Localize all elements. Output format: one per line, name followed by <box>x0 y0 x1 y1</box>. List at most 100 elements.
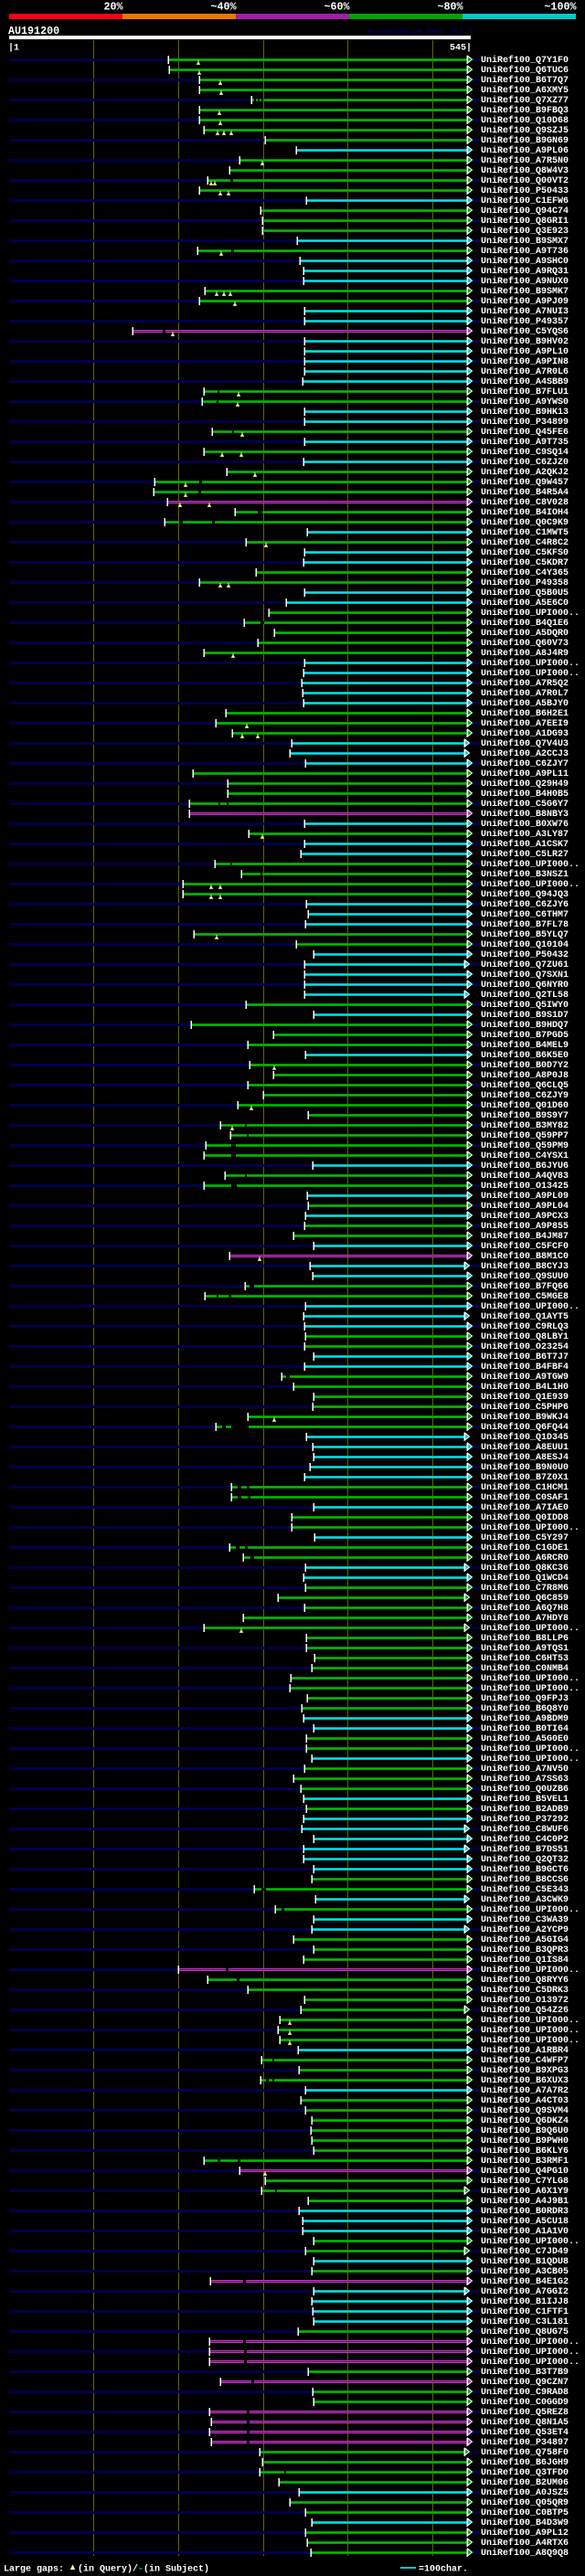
svg-text:UniRef100_A9PCX3: UniRef100_A9PCX3 <box>481 1211 569 1222</box>
svg-text:UniRef100_A7GGI2: UniRef100_A7GGI2 <box>481 2286 569 2297</box>
svg-text:UniRef100_UPI000..: UniRef100_UPI000.. <box>481 1522 580 1533</box>
svg-text:UniRef100_C3WA39: UniRef100_C3WA39 <box>481 1914 569 1925</box>
svg-text:UniRef100_Q7Y1F0: UniRef100_Q7Y1F0 <box>481 55 569 66</box>
svg-text:UniRef100_C4WFP7: UniRef100_C4WFP7 <box>481 2055 569 2066</box>
svg-text:UniRef100_C0NMB4: UniRef100_C0NMB4 <box>481 1663 569 1674</box>
svg-text:UniRef100_C9RLQ3: UniRef100_C9RLQ3 <box>481 1321 569 1332</box>
svg-text:-: - <box>138 2565 144 2575</box>
svg-text:UniRef100_B4L1H0: UniRef100_B4L1H0 <box>481 1382 569 1393</box>
svg-text:UniRef100_C1FTF1: UniRef100_C1FTF1 <box>481 2306 569 2317</box>
svg-text:UniRef100_C6ZJY9: UniRef100_C6ZJY9 <box>481 1090 569 1101</box>
svg-text:UniRef100_B0TI64: UniRef100_B0TI64 <box>481 1723 569 1734</box>
svg-text:UniRef100_B4E1G2: UniRef100_B4E1G2 <box>481 2276 569 2287</box>
svg-text:UniRef100_Q6TUC6: UniRef100_Q6TUC6 <box>481 65 569 76</box>
svg-text:UniRef100_Q6CLQ5: UniRef100_Q6CLQ5 <box>481 1080 569 1091</box>
svg-text:UniRef100_Q8KC36: UniRef100_Q8KC36 <box>481 1563 569 1574</box>
svg-text:UniRef100_C1MWT5: UniRef100_C1MWT5 <box>481 527 569 538</box>
svg-text:UniRef100_B5VEL1: UniRef100_B5VEL1 <box>481 1794 569 1805</box>
svg-text:UniRef100_Q1WCD4: UniRef100_Q1WCD4 <box>481 1573 569 1584</box>
svg-text:UniRef100_A8J4R9: UniRef100_A8J4R9 <box>481 648 569 659</box>
svg-text:UniRef100_A6RCR0: UniRef100_A6RCR0 <box>481 1553 569 1564</box>
svg-text:UniRef100_UPI000..: UniRef100_UPI000.. <box>481 2357 580 2368</box>
svg-text:UniRef100_Q54Z26: UniRef100_Q54Z26 <box>481 2005 569 2016</box>
svg-text:UniRef100_Q4PG10: UniRef100_Q4PG10 <box>481 2166 569 2177</box>
svg-text:UniRef100_Q1E939: UniRef100_Q1E939 <box>481 1392 569 1403</box>
svg-text:UniRef100_B6Q8Y0: UniRef100_B6Q8Y0 <box>481 1703 569 1714</box>
svg-text:UniRef100_A9PL12: UniRef100_A9PL12 <box>481 2528 569 2539</box>
svg-text:UniRef100_A9PL11: UniRef100_A9PL11 <box>481 769 569 779</box>
svg-text:UniRef100_O23254: UniRef100_O23254 <box>481 1341 569 1352</box>
svg-text:UniRef100_A9PJ09: UniRef100_A9PJ09 <box>481 296 569 307</box>
svg-text:UniRef100_UPI000..: UniRef100_UPI000.. <box>481 1683 580 1694</box>
svg-text:UniRef100_A7EEI9: UniRef100_A7EEI9 <box>481 718 569 729</box>
svg-text:UniRef100_P49358: UniRef100_P49358 <box>481 578 569 588</box>
svg-text:UniRef100_C5LR27: UniRef100_C5LR27 <box>481 849 569 860</box>
svg-text:Large gaps:: Large gaps: <box>4 2565 64 2575</box>
svg-text:UniRef100_A8EUU1: UniRef100_A8EUU1 <box>481 1442 569 1453</box>
svg-text:UniRef100_A7SS63: UniRef100_A7SS63 <box>481 1774 569 1785</box>
svg-text:UniRef100_Q9W457: UniRef100_Q9W457 <box>481 477 569 488</box>
svg-text:UniRef100_A1A1V0: UniRef100_A1A1V0 <box>481 2226 569 2237</box>
svg-text:UniRef100_B9HDQ7: UniRef100_B9HDQ7 <box>481 1020 569 1031</box>
svg-text:UniRef100_C5KDR7: UniRef100_C5KDR7 <box>481 557 569 568</box>
svg-text:UniRef100_Q8W4V3: UniRef100_Q8W4V3 <box>481 165 569 176</box>
svg-text:UniRef100_C3L181: UniRef100_C3L181 <box>481 2316 569 2327</box>
svg-text:UniRef100_A1DG93: UniRef100_A1DG93 <box>481 728 569 739</box>
svg-text:~80%: ~80% <box>437 1 463 14</box>
svg-text:UniRef100_C4C0P2: UniRef100_C4C0P2 <box>481 1834 569 1845</box>
svg-text:UniRef100_A7HDY8: UniRef100_A7HDY8 <box>481 1613 569 1624</box>
svg-text:UniRef100_A9P855: UniRef100_A9P855 <box>481 1221 569 1232</box>
svg-text:AU191200: AU191200 <box>8 25 59 37</box>
svg-text:UniRef100_C8V028: UniRef100_C8V028 <box>481 497 569 508</box>
svg-text:UniRef100_Q9SVM4: UniRef100_Q9SVM4 <box>481 2105 569 2116</box>
svg-text:UniRef100_B9HV02: UniRef100_B9HV02 <box>481 336 569 347</box>
svg-text:UniRef100_B6KLY6: UniRef100_B6KLY6 <box>481 2146 569 2157</box>
svg-text:UniRef100_Q45FE6: UniRef100_Q45FE6 <box>481 427 569 438</box>
svg-text:UniRef100_C0SAF1: UniRef100_C0SAF1 <box>481 1492 569 1503</box>
svg-text:UniRef100_A4SBB9: UniRef100_A4SBB9 <box>481 376 569 387</box>
svg-text:UniRef100_C9RAD8: UniRef100_C9RAD8 <box>481 2387 569 2398</box>
svg-text:UniRef100_C1GDE1: UniRef100_C1GDE1 <box>481 1542 569 1553</box>
svg-text:UniRef100_P34897: UniRef100_P34897 <box>481 2437 569 2448</box>
svg-text:UniRef100_B3MY82: UniRef100_B3MY82 <box>481 1120 569 1131</box>
svg-text:UniRef100_B6K5E0: UniRef100_B6K5E0 <box>481 1050 569 1061</box>
svg-text:UniRef100_C5Y297: UniRef100_C5Y297 <box>481 1532 569 1543</box>
svg-text:UniRef100_B8CCS6: UniRef100_B8CCS6 <box>481 1874 569 1885</box>
svg-text:UniRef100_UPI000..: UniRef100_UPI000.. <box>481 2015 580 2026</box>
svg-text:UniRef100_C5E343: UniRef100_C5E343 <box>481 1884 569 1895</box>
svg-text:UniRef100_C7JD49: UniRef100_C7JD49 <box>481 2246 569 2257</box>
svg-text:UniRef100_A5E6C0: UniRef100_A5E6C0 <box>481 598 569 609</box>
svg-text:UniRef100_Q10104: UniRef100_Q10104 <box>481 939 569 950</box>
svg-text:UniRef100_B9S9Y7: UniRef100_B9S9Y7 <box>481 1110 569 1121</box>
svg-text:UniRef100_B6JGH9: UniRef100_B6JGH9 <box>481 2457 569 2468</box>
svg-text:UniRef100_UPI000..: UniRef100_UPI000.. <box>481 658 580 669</box>
svg-text:UniRef100_C5PHP6: UniRef100_C5PHP6 <box>481 1402 569 1413</box>
svg-text:UniRef100_B8M1C0: UniRef100_B8M1C0 <box>481 1251 569 1262</box>
svg-text:UniRef100_Q9CZN7: UniRef100_Q9CZN7 <box>481 2377 569 2388</box>
svg-text:UniRef100_A9YWS0: UniRef100_A9YWS0 <box>481 397 569 408</box>
svg-text:UniRef100_Q6C859: UniRef100_Q6C859 <box>481 1593 569 1604</box>
svg-text:(in Subject): (in Subject) <box>144 2564 209 2575</box>
svg-text:UniRef100_B4D3W9: UniRef100_B4D3W9 <box>481 2518 569 2528</box>
svg-text:UniRef100_C5DRK3: UniRef100_C5DRK3 <box>481 1985 569 1996</box>
svg-text:UniRef100_A0JSZ5: UniRef100_A0JSZ5 <box>481 2487 569 2498</box>
svg-text:UniRef100_B8NBY3: UniRef100_B8NBY3 <box>481 809 569 820</box>
svg-text:UniRef100_A3CWK9: UniRef100_A3CWK9 <box>481 1894 569 1905</box>
svg-text:UniRef100_Q1D345: UniRef100_Q1D345 <box>481 1432 569 1443</box>
svg-text:UniRef100_Q00VT2: UniRef100_Q00VT2 <box>481 175 569 186</box>
svg-text:UniRef100_B7Z0X1: UniRef100_B7Z0X1 <box>481 1472 569 1483</box>
svg-text:UniRef100_A2CCJ3: UniRef100_A2CCJ3 <box>481 748 569 759</box>
svg-text:UniRef100_C7YLG8: UniRef100_C7YLG8 <box>481 2176 569 2187</box>
svg-text:UniRef100_A3CB05: UniRef100_A3CB05 <box>481 2266 569 2277</box>
svg-text:UniRef100_B4IOH4: UniRef100_B4IOH4 <box>481 507 569 518</box>
svg-text:UniRef100_A7R0L7: UniRef100_A7R0L7 <box>481 688 569 699</box>
svg-text:UniRef100_B9FBQ3: UniRef100_B9FBQ3 <box>481 105 569 116</box>
svg-text:UniRef100_Q7XZ77: UniRef100_Q7XZ77 <box>481 95 569 106</box>
svg-text:UniRef100_B2ADB9: UniRef100_B2ADB9 <box>481 1804 569 1815</box>
svg-text:UniRef100_B7FL78: UniRef100_B7FL78 <box>481 919 569 930</box>
svg-text:UniRef100_B0D7Y2: UniRef100_B0D7Y2 <box>481 1060 569 1071</box>
svg-text:UniRef100_B7FLU1: UniRef100_B7FLU1 <box>481 387 569 398</box>
svg-text:UniRef100_Q94JQ3: UniRef100_Q94JQ3 <box>481 889 569 900</box>
svg-text:UniRef100_B1IJJ8: UniRef100_B1IJJ8 <box>481 2296 569 2307</box>
svg-text:UniRef100_A8ESJ4: UniRef100_A8ESJ4 <box>481 1452 569 1463</box>
